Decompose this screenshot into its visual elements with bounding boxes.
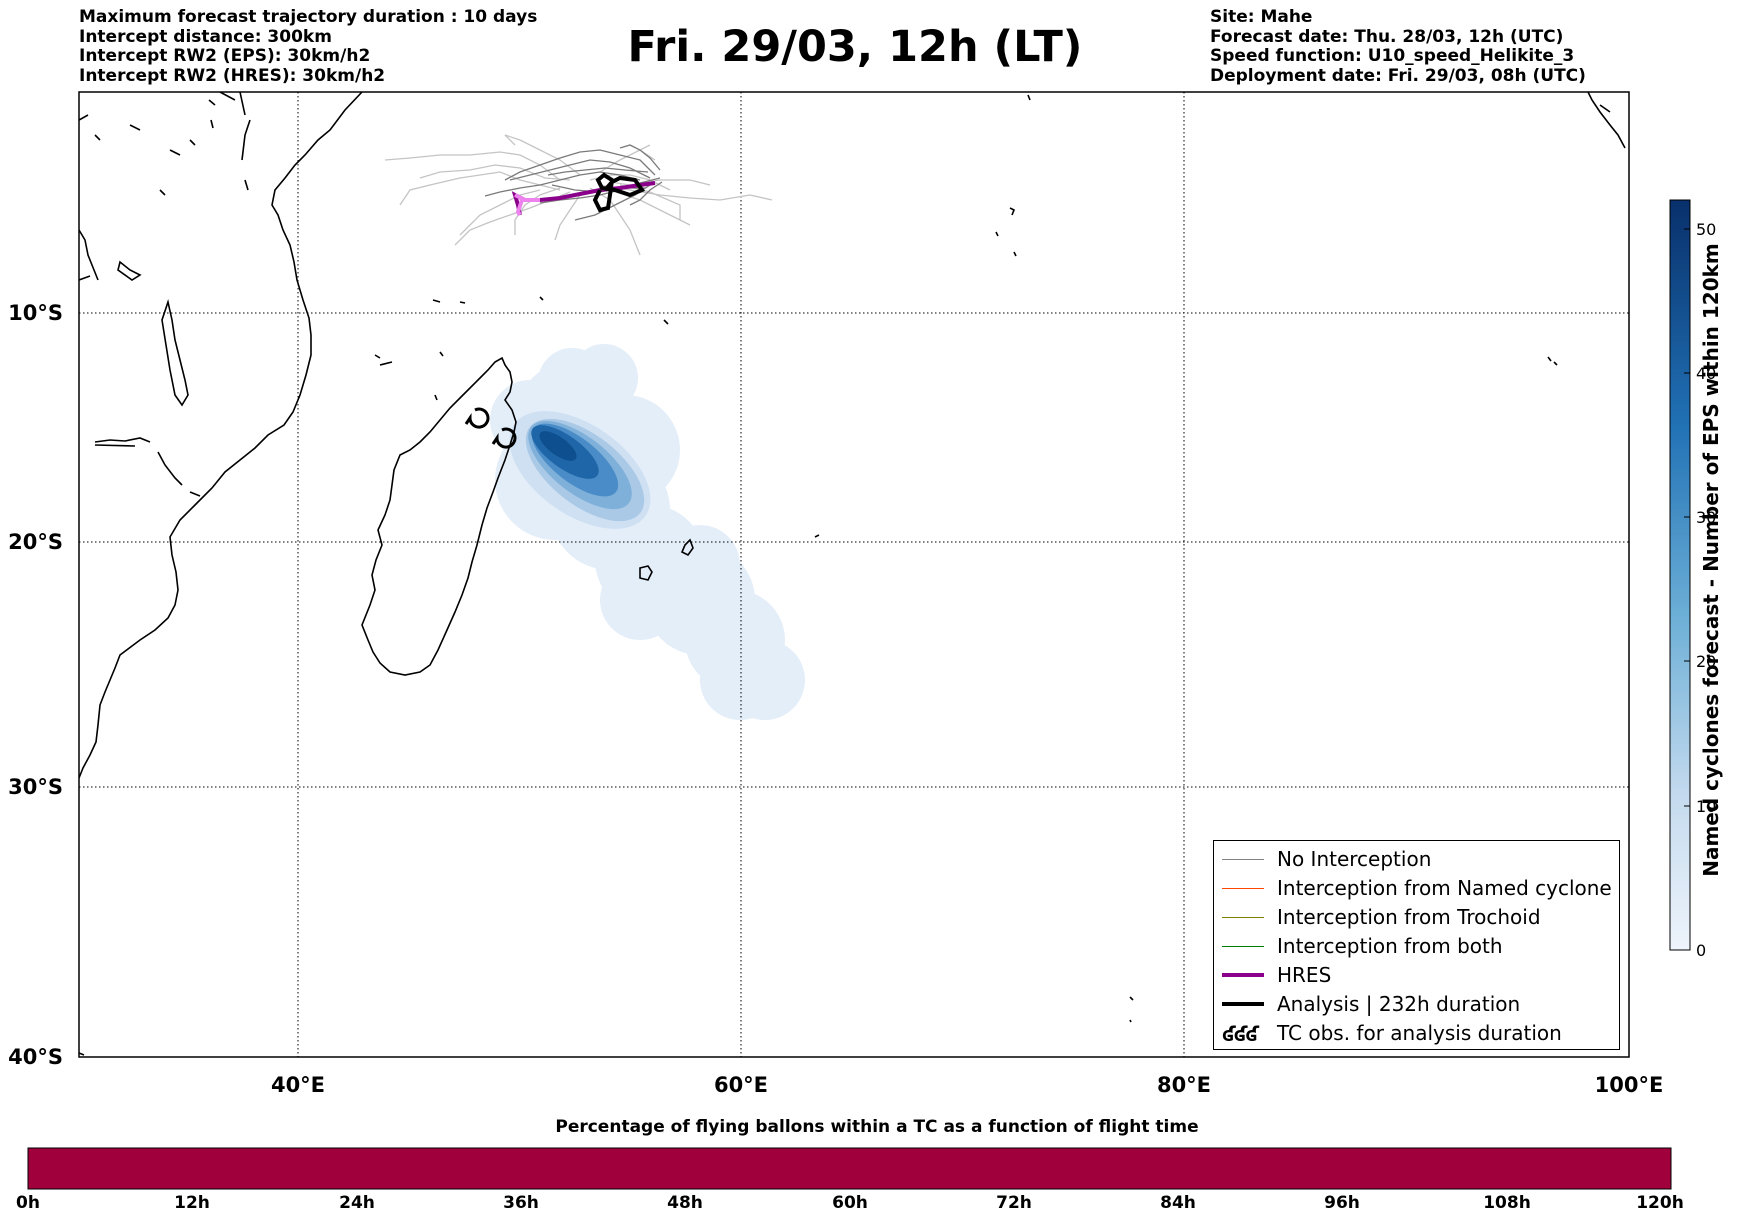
legend-swatch [1222, 859, 1264, 860]
legend-label: HRES [1277, 963, 1332, 987]
flight-time-tick: 48h [667, 1193, 703, 1213]
flight-time-title: Percentage of flying ballons within a TC… [555, 1117, 1199, 1137]
eps-trajectories [384, 134, 773, 256]
map-frame [78, 91, 1630, 1058]
colorbar-tick: 10 [1696, 797, 1716, 816]
lon-tick-label: 60°E [714, 1073, 768, 1097]
legend-item: Interception from Named cyclone [1214, 874, 1619, 902]
flight-time-tick: 84h [1160, 1193, 1196, 1213]
flight-time-tick: 0h [16, 1193, 40, 1213]
legend-swatch [1222, 973, 1264, 977]
legend-swatch [1222, 1002, 1264, 1006]
lon-tick-label: 80°E [1157, 1073, 1211, 1097]
flight-time-tick: 36h [503, 1193, 539, 1213]
flight-time-tick: 96h [1324, 1193, 1360, 1213]
legend: No Interception Interception from Named … [1213, 840, 1620, 1050]
legend-label: No Interception [1277, 847, 1432, 871]
legend-item: ʛʛʛ TC obs. for analysis duration [1214, 1019, 1619, 1047]
header-left-line: Intercept distance: 300km [79, 26, 332, 47]
colorbar-ticks: 0 10 20 30 40 50 [1684, 220, 1716, 960]
legend-item: Analysis | 232h duration [1214, 990, 1619, 1018]
header-right-line: Speed function: U10_speed_Helikite_3 [1210, 46, 1575, 66]
colorbar-tick: 50 [1696, 220, 1716, 239]
eps-colorbar [1669, 199, 1691, 951]
header-right-line: Site: Mahe [1210, 7, 1313, 27]
header-right-line: Deployment date: Fri. 29/03, 08h (UTC) [1210, 65, 1586, 86]
flight-time-tick: 72h [996, 1193, 1032, 1213]
header-right-line: Forecast date: Thu. 28/03, 12h (UTC) [1210, 26, 1564, 47]
flight-time-tick: 108h [1483, 1193, 1531, 1213]
header-left: Maximum forecast trajectory duration : 1… [79, 7, 538, 86]
flight-time-tick: 60h [832, 1193, 868, 1213]
gridlines [79, 92, 1629, 1057]
lon-tick-labels: 40°E 60°E 80°E 100°E [271, 1073, 1663, 1097]
header-left-line: Intercept RW2 (HRES): 30km/h2 [79, 65, 386, 86]
lat-tick-labels: 10°S 20°S 30°S 40°S [8, 301, 63, 1069]
legend-label: Interception from both [1277, 934, 1503, 958]
tc-obs-symbols [464, 407, 517, 449]
lon-tick-label: 100°E [1595, 1073, 1664, 1097]
flight-time-tick: 12h [174, 1193, 210, 1213]
legend-label: Analysis | 232h duration [1277, 992, 1521, 1016]
lat-tick-label: 10°S [8, 301, 63, 325]
legend-item: HRES [1214, 961, 1619, 989]
colorbar-tick: 0 [1696, 941, 1706, 960]
lat-tick-label: 40°S [8, 1045, 63, 1069]
legend-item: Interception from Trochoid [1214, 903, 1619, 931]
lat-tick-label: 30°S [8, 775, 63, 799]
legend-item: No Interception [1214, 845, 1619, 873]
lat-tick-label: 20°S [8, 530, 63, 554]
colorbar-tick: 40 [1696, 364, 1716, 383]
hres-track [511, 181, 656, 216]
lon-tick-label: 40°E [271, 1073, 325, 1097]
flight-time-tick: 120h [1636, 1193, 1684, 1213]
header-left-line: Intercept RW2 (EPS): 30km/h2 [79, 46, 371, 66]
header-left-line: Maximum forecast trajectory duration : 1… [79, 7, 538, 27]
header-right: Site: Mahe Forecast date: Thu. 28/03, 12… [1210, 7, 1586, 86]
eps-density-field [490, 344, 805, 720]
flight-time-tick: 24h [339, 1193, 375, 1213]
flight-time-bar [27, 1147, 1672, 1190]
legend-label: Interception from Named cyclone [1277, 876, 1612, 900]
cyclone-symbol-icon: ʛʛʛ [1222, 1022, 1259, 1046]
legend-item: Interception from both [1214, 932, 1619, 960]
hres-track-segment [514, 193, 540, 217]
legend-swatch [1222, 888, 1264, 889]
coastlines [79, 92, 1626, 1056]
legend-label: TC obs. for analysis duration [1277, 1021, 1562, 1045]
legend-label: Interception from Trochoid [1277, 905, 1541, 929]
colorbar-tick: 30 [1696, 508, 1716, 527]
legend-swatch [1222, 946, 1264, 947]
analysis-track [592, 172, 646, 213]
page-title: Fri. 29/03, 12h (LT) [627, 22, 1083, 72]
legend-swatch [1222, 917, 1264, 918]
colorbar-tick: 20 [1696, 652, 1716, 671]
colorbar-title: Named cyclones forecast - Number of EPS … [1699, 243, 1723, 877]
